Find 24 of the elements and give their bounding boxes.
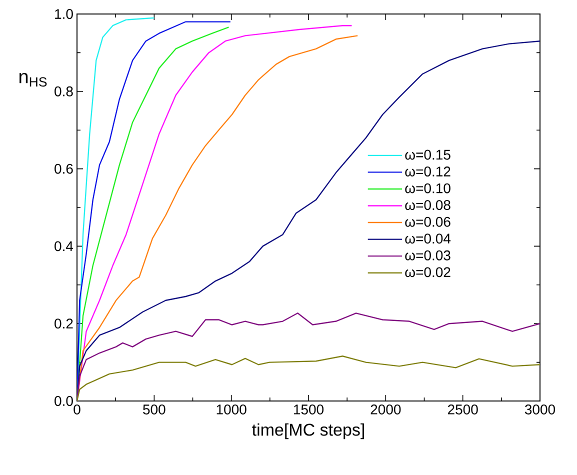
x-tick-label: 500 <box>143 404 166 414</box>
x-tick-label: 0 <box>74 404 80 414</box>
y-tick-label: 0.2 <box>54 318 73 329</box>
legend-label: ω=0.02 <box>405 267 450 278</box>
x-tick-label: 2500 <box>448 404 478 414</box>
legend-label: ω=0.08 <box>405 200 450 210</box>
y-tick-label: 0.0 <box>54 396 73 406</box>
x-tick-label: 1500 <box>294 404 324 414</box>
legend-label: ω=0.03 <box>405 250 450 260</box>
legend-label: ω=0.04 <box>405 234 451 244</box>
y-tick-label: 0.8 <box>54 86 73 96</box>
legend-label: ω=0.12 <box>405 166 450 176</box>
legend-label: ω=0.15 <box>405 150 450 160</box>
y-tick-label: 1.0 <box>55 9 73 19</box>
x-tick-label: 3000 <box>524 404 556 414</box>
y-tick-label: 0.4 <box>54 241 74 252</box>
y-tick-label: 0.6 <box>54 164 73 174</box>
line-series <box>77 356 540 401</box>
x-tick-label: 1000 <box>216 404 246 414</box>
x-axis-title: time[MC steps] <box>252 423 364 440</box>
legend-label: ω=0.06 <box>405 216 450 227</box>
x-tick-label: 2000 <box>370 404 401 414</box>
legend-label: ω=0.10 <box>405 183 450 194</box>
y-axis-title: n$_{HS}$ <box>20 72 47 87</box>
